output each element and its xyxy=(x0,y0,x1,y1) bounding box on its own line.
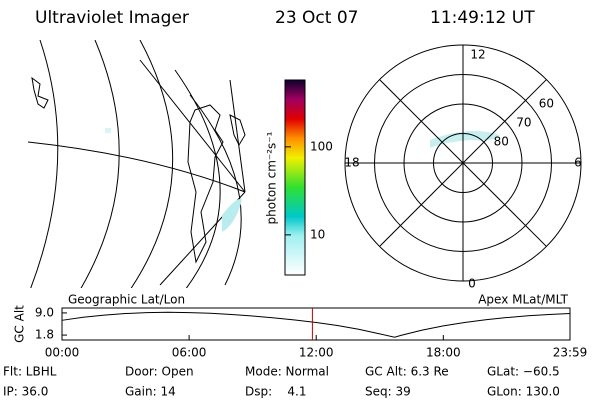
info-field: GLon: 130.0 xyxy=(487,385,560,399)
info-field: Door: Open xyxy=(125,365,194,379)
info-field: GC Alt: 6.3 Re xyxy=(365,365,449,379)
altitude-strip: 1.8 9.0 00:00 06:00 12:00 18:00 23:59 xyxy=(35,305,587,359)
polar-plot: 80 70 60 xyxy=(344,44,582,282)
colorbar-tick-label: 100 xyxy=(310,139,333,153)
strip-title-left: Geographic Lat/Lon xyxy=(68,293,185,307)
info-field: Dsp: 4.1 xyxy=(245,385,307,399)
mlt-label: 12 xyxy=(470,48,485,62)
info-table: Flt: LBHL Door: Open Mode: Normal GC Alt: 6… xyxy=(3,365,560,399)
lat-ring xyxy=(374,74,552,252)
info-field: Mode: Normal xyxy=(245,365,329,379)
colorbar-label: photon cm⁻²s⁻¹ xyxy=(265,131,279,224)
x-tick-label: 00:00 xyxy=(45,346,80,360)
y-axis-label: GC Alt xyxy=(13,305,27,343)
info-field: Flt: LBHL xyxy=(3,365,57,379)
info-field: IP: 36.0 xyxy=(3,385,48,399)
colorbar-ticks: 10 100 xyxy=(285,139,333,241)
date: 23 Oct 07 xyxy=(275,8,358,28)
lat-ring xyxy=(403,103,523,223)
mlt-label: 0 xyxy=(468,277,476,291)
x-tick-label: 23:59 xyxy=(553,346,588,360)
lat-label: 80 xyxy=(494,135,509,149)
info-field: Gain: 14 xyxy=(125,385,176,399)
time: 11:49:12 UT xyxy=(430,8,535,28)
map xyxy=(28,40,246,288)
x-tick-label: 06:00 xyxy=(172,346,207,360)
x-tick-label: 18:00 xyxy=(426,346,461,360)
instrument: Ultraviolet Imager xyxy=(35,8,189,28)
mlt-label: 6 xyxy=(574,156,582,170)
lat-label: 70 xyxy=(516,116,531,130)
y-tick-label: 9.0 xyxy=(35,305,54,319)
lat-label: 60 xyxy=(539,97,554,111)
colorbar-tick-label: 10 xyxy=(310,227,325,241)
x-tick-label: 12:00 xyxy=(299,346,334,360)
info-field: GLat: −60.5 xyxy=(487,365,560,379)
mlt-label: 18 xyxy=(344,156,359,170)
altitude-line xyxy=(61,311,571,338)
info-field: Seq: 39 xyxy=(365,385,411,399)
y-tick-label: 1.8 xyxy=(35,328,54,342)
strip-title-right: Apex MLat/MLT xyxy=(478,293,568,307)
colorbar xyxy=(284,79,306,276)
lat-ring xyxy=(433,133,493,193)
